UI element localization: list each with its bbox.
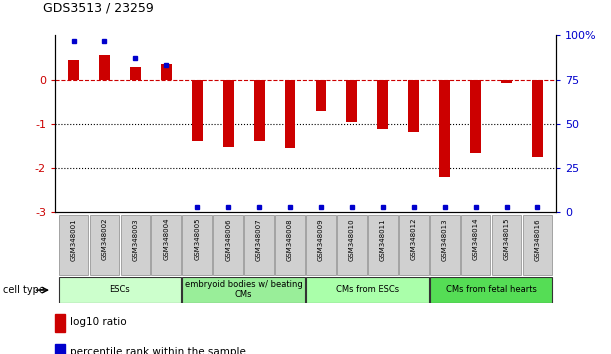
Bar — [408, 80, 419, 132]
FancyBboxPatch shape — [337, 215, 367, 275]
Text: GSM348005: GSM348005 — [194, 218, 200, 261]
Bar — [254, 80, 265, 141]
Bar — [315, 80, 326, 110]
Bar — [192, 80, 203, 141]
FancyBboxPatch shape — [306, 278, 428, 303]
Bar — [223, 80, 233, 147]
Text: GSM348004: GSM348004 — [163, 218, 169, 261]
FancyBboxPatch shape — [183, 278, 305, 303]
Text: GSM348002: GSM348002 — [101, 218, 108, 261]
Bar — [99, 55, 110, 80]
Bar — [55, 314, 65, 332]
FancyBboxPatch shape — [275, 215, 305, 275]
Text: ESCs: ESCs — [109, 285, 130, 294]
Text: GSM348013: GSM348013 — [442, 218, 448, 261]
FancyBboxPatch shape — [59, 278, 181, 303]
Text: embryoid bodies w/ beating
CMs: embryoid bodies w/ beating CMs — [185, 280, 302, 299]
FancyBboxPatch shape — [492, 215, 521, 275]
Text: GSM348010: GSM348010 — [349, 218, 355, 261]
FancyBboxPatch shape — [430, 278, 552, 303]
FancyBboxPatch shape — [461, 215, 491, 275]
Bar — [378, 80, 388, 129]
Text: percentile rank within the sample: percentile rank within the sample — [70, 347, 246, 354]
Bar — [161, 64, 172, 80]
Text: GSM348001: GSM348001 — [70, 218, 76, 261]
Bar — [439, 80, 450, 177]
Text: GSM348009: GSM348009 — [318, 218, 324, 261]
Text: log10 ratio: log10 ratio — [70, 317, 126, 327]
Bar — [68, 60, 79, 80]
Text: CMs from fetal hearts: CMs from fetal hearts — [445, 285, 536, 294]
Text: GDS3513 / 23259: GDS3513 / 23259 — [43, 1, 153, 14]
Bar — [55, 344, 65, 354]
FancyBboxPatch shape — [368, 215, 398, 275]
Bar — [470, 80, 481, 153]
FancyBboxPatch shape — [120, 215, 150, 275]
FancyBboxPatch shape — [59, 215, 89, 275]
Text: GSM348008: GSM348008 — [287, 218, 293, 261]
Text: GSM348006: GSM348006 — [225, 218, 231, 261]
Bar — [532, 80, 543, 157]
Text: GSM348003: GSM348003 — [133, 218, 139, 261]
FancyBboxPatch shape — [213, 215, 243, 275]
Bar — [346, 80, 357, 122]
FancyBboxPatch shape — [152, 215, 181, 275]
FancyBboxPatch shape — [430, 215, 459, 275]
Text: GSM348015: GSM348015 — [503, 218, 510, 261]
FancyBboxPatch shape — [183, 215, 212, 275]
Text: GSM348014: GSM348014 — [472, 218, 478, 261]
Text: GSM348016: GSM348016 — [535, 218, 541, 261]
Bar — [285, 80, 296, 148]
Text: cell type: cell type — [3, 285, 45, 295]
Text: GSM348012: GSM348012 — [411, 218, 417, 261]
FancyBboxPatch shape — [306, 215, 336, 275]
FancyBboxPatch shape — [522, 215, 552, 275]
FancyBboxPatch shape — [244, 215, 274, 275]
Bar — [130, 67, 141, 80]
Text: CMs from ESCs: CMs from ESCs — [336, 285, 399, 294]
FancyBboxPatch shape — [90, 215, 119, 275]
Text: GSM348007: GSM348007 — [256, 218, 262, 261]
Text: GSM348011: GSM348011 — [380, 218, 386, 261]
FancyBboxPatch shape — [399, 215, 428, 275]
Bar — [501, 80, 512, 83]
